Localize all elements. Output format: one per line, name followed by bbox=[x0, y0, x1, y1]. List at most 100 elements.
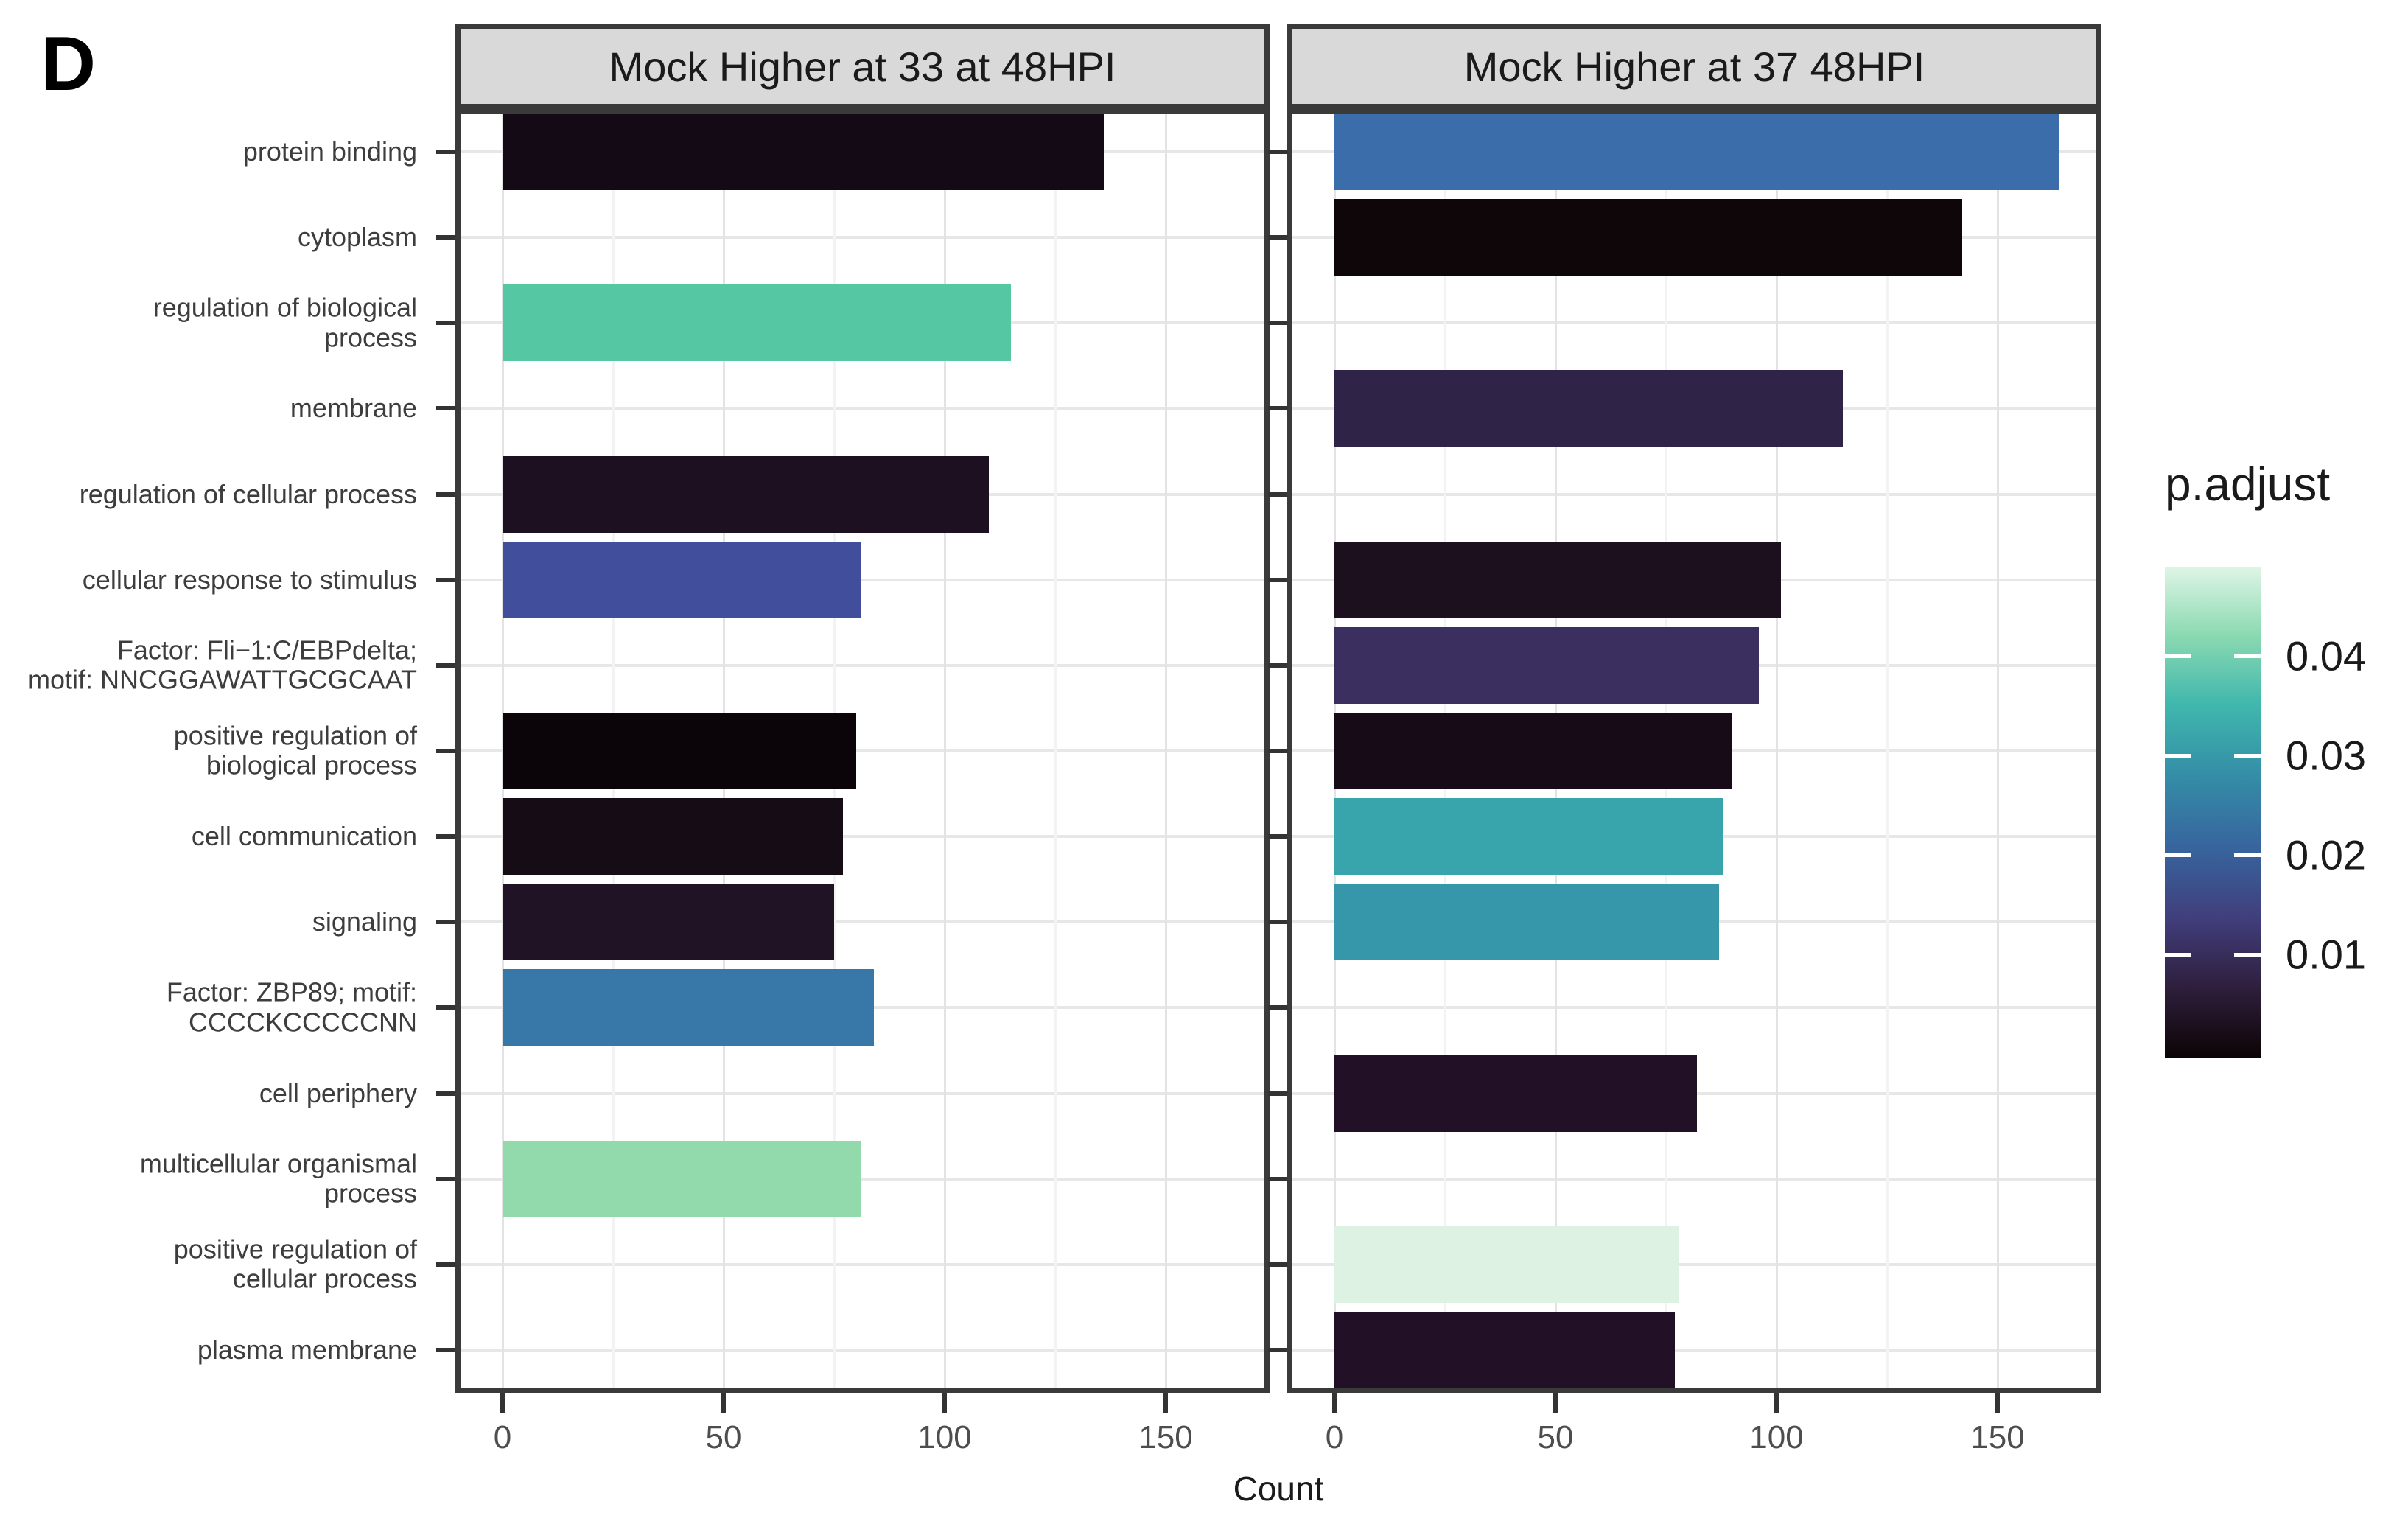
x-axis-tick bbox=[942, 1393, 947, 1413]
gridline-horizontal bbox=[1292, 1348, 2096, 1352]
y-axis-tick bbox=[1268, 1347, 1287, 1352]
plot-area-37 bbox=[1287, 109, 2101, 1393]
y-axis-category-label: cellular response to stimulus bbox=[82, 564, 417, 595]
facet-strip-37: Mock Higher at 37 48HPI bbox=[1287, 24, 2101, 109]
x-axis-tick-label: 0 bbox=[1325, 1419, 1344, 1455]
x-axis-tick bbox=[500, 1393, 505, 1413]
y-axis-tick bbox=[436, 1005, 455, 1010]
gridline-horizontal bbox=[461, 663, 1264, 667]
legend-title: p.adjust bbox=[2165, 458, 2331, 511]
bar-8 bbox=[1334, 798, 1723, 875]
bar-2 bbox=[503, 284, 1011, 362]
bar-10 bbox=[503, 969, 874, 1046]
y-axis-tick bbox=[436, 920, 455, 925]
bar-4 bbox=[503, 455, 989, 533]
y-axis-tick bbox=[1268, 1091, 1287, 1096]
gridline-vertical-major bbox=[944, 114, 946, 1388]
bar-3 bbox=[1334, 370, 1843, 447]
y-axis-tick bbox=[1268, 749, 1287, 753]
y-axis-tick bbox=[436, 235, 455, 240]
gridline-vertical-minor bbox=[1054, 114, 1057, 1388]
gridline-horizontal bbox=[461, 578, 1264, 581]
x-axis-tick-label: 50 bbox=[1537, 1419, 1574, 1455]
gridline-horizontal bbox=[461, 236, 1264, 240]
x-axis-tick-label: 100 bbox=[917, 1419, 972, 1455]
facet-title-37: Mock Higher at 37 48HPI bbox=[1463, 43, 1925, 90]
y-axis-category-label: regulation of cellular process bbox=[79, 478, 417, 509]
y-axis-category-label: multicellular organismal process bbox=[139, 1148, 417, 1209]
x-axis-tick bbox=[1553, 1393, 1558, 1413]
gridline-horizontal bbox=[1292, 1262, 2096, 1266]
gridline-horizontal bbox=[461, 407, 1264, 410]
x-axis-title: Count bbox=[1233, 1469, 1324, 1508]
y-axis-tick bbox=[436, 1262, 455, 1267]
bar-9 bbox=[503, 884, 834, 961]
y-axis-tick bbox=[436, 492, 455, 497]
y-axis-tick bbox=[436, 1176, 455, 1181]
y-axis-category-label: protein binding bbox=[242, 136, 417, 167]
x-axis-tick bbox=[1995, 1393, 2000, 1413]
gridline-horizontal bbox=[461, 1348, 1264, 1352]
facet-strip-33: Mock Higher at 33 at 48HPI bbox=[455, 24, 1270, 109]
bar-5 bbox=[503, 541, 861, 618]
y-axis-tick bbox=[1268, 406, 1287, 411]
bar-11 bbox=[1334, 1055, 1697, 1132]
y-axis-tick bbox=[436, 321, 455, 326]
gridline-horizontal bbox=[461, 1091, 1264, 1095]
x-axis-tick-label: 100 bbox=[1749, 1419, 1804, 1455]
y-axis-category-label: cell communication bbox=[191, 820, 417, 851]
y-axis-tick bbox=[1268, 1005, 1287, 1010]
y-axis-tick bbox=[436, 150, 455, 155]
x-axis-tick bbox=[721, 1393, 726, 1413]
legend-tick-left bbox=[2165, 753, 2191, 758]
x-axis-tick bbox=[1774, 1393, 1779, 1413]
legend-tick-label: 0.03 bbox=[2286, 732, 2366, 779]
y-axis-tick bbox=[436, 663, 455, 668]
gridline-horizontal bbox=[1292, 1006, 2096, 1010]
bar-8 bbox=[503, 798, 843, 875]
facet-panel-37: Mock Higher at 37 48HPI bbox=[1287, 24, 2101, 1393]
gridline-horizontal bbox=[461, 749, 1264, 752]
y-axis-category-label: membrane bbox=[290, 393, 417, 424]
facet-title-33: Mock Higher at 33 at 48HPI bbox=[609, 43, 1116, 90]
x-axis-tick-label: 0 bbox=[493, 1419, 512, 1455]
x-axis-tick bbox=[1163, 1393, 1168, 1413]
x-axis-tick-label: 150 bbox=[1970, 1419, 2025, 1455]
y-axis-tick bbox=[436, 1347, 455, 1352]
facet-panel-33: Mock Higher at 33 at 48HPI bbox=[455, 24, 1270, 1393]
y-axis-tick bbox=[436, 834, 455, 839]
legend-tick-left bbox=[2165, 952, 2191, 957]
gridline-horizontal bbox=[1292, 492, 2096, 496]
y-axis-tick bbox=[1268, 577, 1287, 582]
y-axis-tick bbox=[1268, 1176, 1287, 1181]
legend-tick-label: 0.01 bbox=[2286, 931, 2366, 978]
bar-14 bbox=[1334, 1311, 1675, 1388]
bar-0 bbox=[1334, 114, 2059, 191]
y-axis-category-label: regulation of biological process bbox=[153, 293, 417, 353]
y-axis-tick bbox=[436, 1091, 455, 1096]
bar-0 bbox=[503, 114, 1104, 191]
y-axis-tick bbox=[1268, 663, 1287, 668]
y-axis-tick bbox=[436, 406, 455, 411]
gridline-vertical-minor bbox=[1886, 114, 1889, 1388]
bar-7 bbox=[1334, 713, 1732, 789]
plot-area-33 bbox=[455, 109, 1270, 1393]
gridline-horizontal bbox=[461, 1262, 1264, 1266]
bar-1 bbox=[1334, 199, 1962, 276]
y-axis-category-label: signaling bbox=[312, 906, 417, 937]
y-axis-category-label: positive regulation of cellular process bbox=[173, 1234, 417, 1294]
legend-colorbar bbox=[2165, 567, 2261, 1058]
legend-tick-label: 0.02 bbox=[2286, 831, 2366, 878]
bar-5 bbox=[1334, 541, 1781, 618]
y-axis-tick bbox=[1268, 235, 1287, 240]
y-axis-category-label: Factor: ZBP89; motif: CCCCKCCCCCNN bbox=[166, 977, 417, 1038]
legend-tick-left bbox=[2165, 654, 2191, 658]
y-axis-tick bbox=[436, 749, 455, 753]
y-axis-category-label: cytoplasm bbox=[297, 222, 417, 253]
gridline-vertical-major bbox=[1997, 114, 1999, 1388]
bar-12 bbox=[503, 1140, 861, 1217]
y-axis-tick bbox=[1268, 492, 1287, 497]
y-axis-tick bbox=[1268, 920, 1287, 925]
gridline-horizontal bbox=[461, 1177, 1264, 1181]
